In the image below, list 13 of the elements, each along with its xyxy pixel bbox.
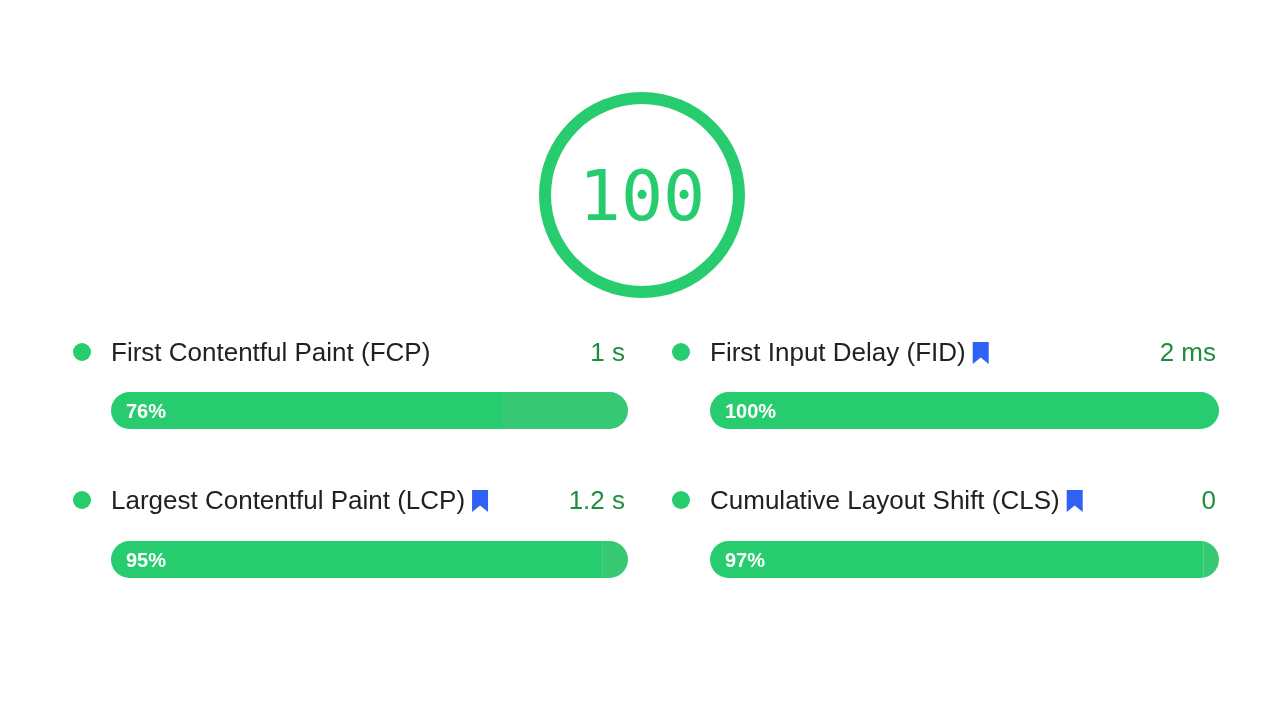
y-tick-label: First Input Delay (FID) bbox=[710, 337, 966, 367]
annotation: 2 ms bbox=[1159, 337, 1216, 367]
y-tick-label: Cumulative Layout Shift (CLS) bbox=[710, 485, 1060, 515]
data-label: 97% bbox=[725, 548, 766, 571]
data-label: 100% bbox=[725, 399, 777, 422]
annotation: 1 s bbox=[590, 337, 625, 367]
annotation: 1.2 s bbox=[568, 485, 625, 515]
y-tick-label: First Contentful Paint (FCP) bbox=[111, 337, 431, 367]
annotation: 0 bbox=[1201, 485, 1216, 515]
y-tick-label: Largest Contentful Paint (LCP) bbox=[111, 485, 466, 515]
data-label: 95% bbox=[126, 548, 167, 571]
data-label: 100 bbox=[578, 154, 706, 237]
data-label: 76% bbox=[126, 399, 167, 422]
